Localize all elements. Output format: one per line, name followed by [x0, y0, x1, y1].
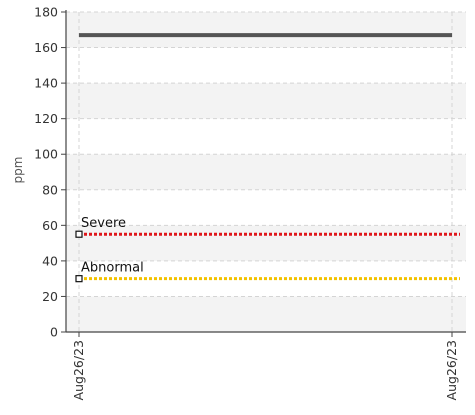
plot-band [66, 154, 466, 190]
reference-lines: Severe Abnormal [75, 216, 460, 283]
plot-bands [66, 12, 466, 332]
y-tick-label: 160 [34, 40, 58, 55]
reference-marker [75, 230, 83, 238]
reference-marker [75, 275, 83, 283]
plot-band [66, 118, 466, 155]
axes [65, 10, 466, 333]
y-axis-ticks: 0 20 40 60 80 100 120 140 160 180 [34, 5, 66, 340]
x-tick-label: Aug26/23 [71, 340, 86, 400]
y-tick-label: 100 [34, 147, 58, 162]
y-tick-label: 60 [42, 218, 58, 233]
y-axis-title: ppm [11, 157, 25, 184]
plot-band [66, 47, 466, 84]
plot-band [66, 189, 466, 226]
y-tick-label: 140 [34, 76, 58, 91]
plot-band [66, 12, 466, 48]
reference-label: Severe [81, 216, 126, 231]
y-tick-label: 0 [50, 325, 58, 340]
plot-band [66, 296, 466, 332]
reference-label: Abnormal [81, 261, 144, 276]
x-axis-ticks: Aug26/23 Aug26/23 [71, 332, 459, 400]
y-tick-label: 120 [34, 111, 58, 126]
x-tick-label: Aug26/23 [444, 340, 459, 400]
y-tick-label: 80 [42, 182, 58, 197]
plot-band [66, 225, 466, 261]
y-tick-label: 180 [34, 5, 58, 20]
y-tick-label: 40 [42, 253, 58, 268]
y-tick-label: 20 [42, 289, 58, 304]
plot-band [66, 83, 466, 119]
